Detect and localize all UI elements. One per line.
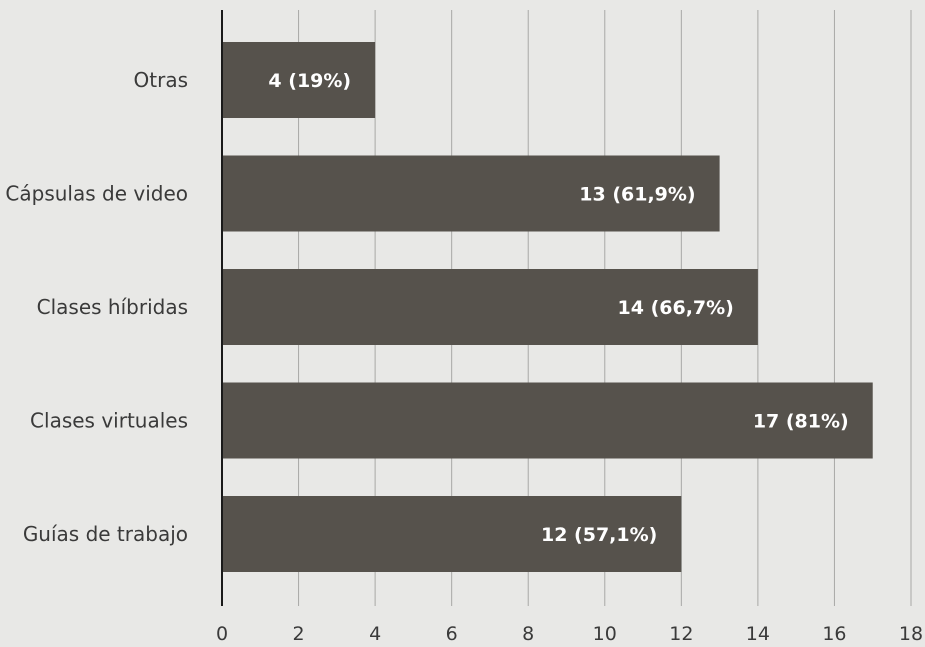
bar-data-label: 13 (61,9%) xyxy=(579,184,695,206)
x-tick-label: 0 xyxy=(216,623,228,645)
bar-3 xyxy=(222,382,873,459)
x-tick-label: 16 xyxy=(822,623,846,645)
bar-data-label: 4 (19%) xyxy=(268,70,351,92)
bar-data-label: 17 (81%) xyxy=(753,411,849,433)
category-label: Clases híbridas xyxy=(37,295,188,319)
labels: 0 2 4 6 8 10 12 14 16 18 Otras 4 (19%) Cápsulas de v… xyxy=(5,68,923,645)
bar-0 xyxy=(222,42,376,118)
x-tick-label: 14 xyxy=(746,623,770,645)
category-label: Cápsulas de video xyxy=(5,182,188,206)
bars xyxy=(222,42,873,572)
x-tick-label: 18 xyxy=(899,623,923,645)
category-label: Otras xyxy=(134,68,188,92)
x-tick-label: 8 xyxy=(522,623,534,645)
x-tick-label: 12 xyxy=(669,623,693,645)
x-tick-label: 6 xyxy=(446,623,458,645)
x-tick-label: 10 xyxy=(593,623,617,645)
bar-2 xyxy=(222,269,758,345)
bar-1 xyxy=(222,155,720,232)
bar-data-label: 14 (66,7%) xyxy=(618,297,734,319)
x-tick-label: 2 xyxy=(293,623,305,645)
bar-data-label: 12 (57,1%) xyxy=(541,524,657,546)
category-label: Guías de trabajo xyxy=(23,522,188,546)
category-label: Clases virtuales xyxy=(30,409,188,433)
bar-4 xyxy=(222,496,682,572)
x-tick-label: 4 xyxy=(369,623,381,645)
